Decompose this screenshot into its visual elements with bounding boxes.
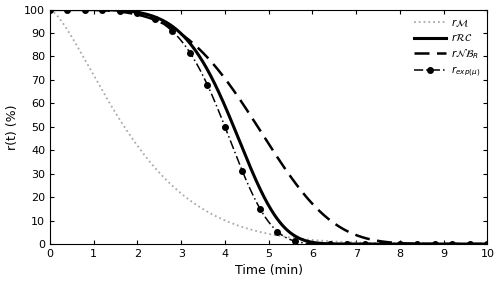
X-axis label: Time (min): Time (min): [234, 264, 302, 277]
Y-axis label: r(t) (%): r(t) (%): [6, 104, 18, 149]
Legend: $r\mathcal{M}$, $r\mathcal{RC}$, $r\mathcal{NB}_R$, $r_{exp(\mu)}$: $r\mathcal{M}$, $r\mathcal{RC}$, $r\math…: [410, 13, 484, 83]
